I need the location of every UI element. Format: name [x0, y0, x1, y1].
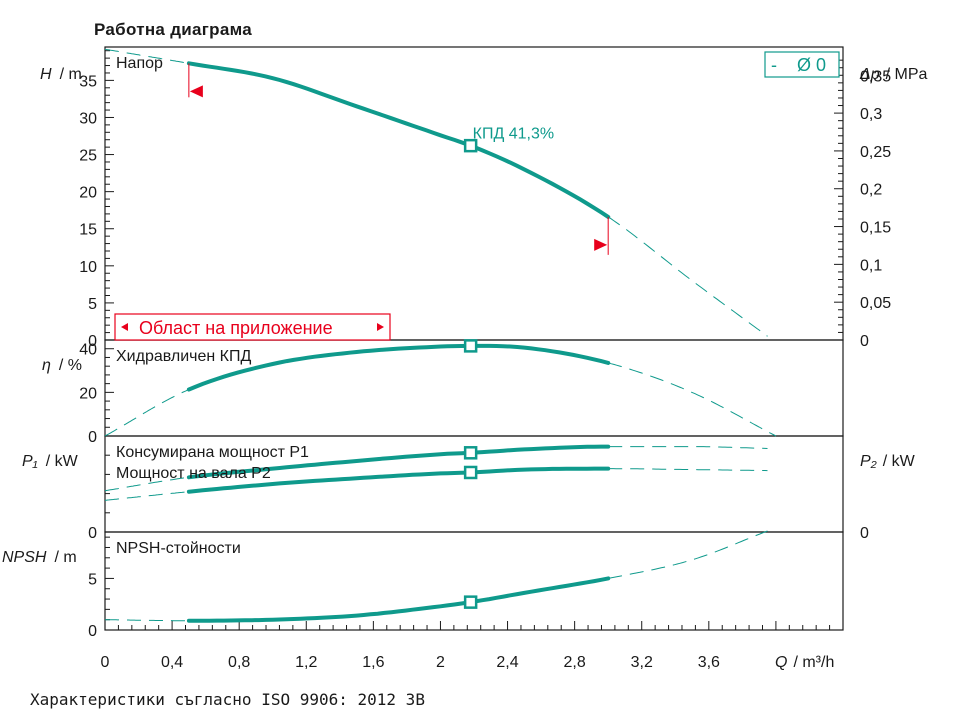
x-tick-label-0: 0: [101, 654, 110, 671]
y-axis-var-efficiency: η: [42, 357, 51, 374]
y-axis-unit-power: / kW: [46, 453, 79, 470]
axis-ticks: [104, 50, 844, 631]
operating-point-power-0: [463, 446, 478, 460]
dashed-curve-right-power-1: [608, 468, 768, 472]
application-range-box: [114, 313, 391, 341]
x-tick-label-9: 3,6: [698, 654, 720, 671]
right-tick-label-head-5: 0,25: [860, 144, 891, 161]
operating-point-power-1: [463, 465, 478, 480]
x-tick-label-4: 1,6: [362, 654, 384, 671]
right-tick-label-head-7: 0,35: [860, 68, 891, 85]
y-axis-label-head: H / m: [40, 66, 82, 83]
dashed-curve-right-npsh-0: [608, 530, 768, 579]
x-tick-label-1: 0,4: [161, 654, 183, 671]
y-axis-unit-efficiency: / %: [59, 357, 82, 374]
y-tick-label-efficiency-2: 40: [79, 342, 97, 359]
y-tick-label-npsh-1: 5: [88, 571, 97, 588]
operating-point-npsh-0: [463, 595, 478, 609]
application-range-label: Област на приложение: [139, 318, 333, 338]
panel-name-head: Напор: [116, 55, 163, 72]
right-tick-label-head-6: 0,3: [860, 106, 882, 123]
marks: [114, 51, 840, 609]
y-tick-label-efficiency-1: 20: [79, 385, 97, 402]
range-end-arrow: [594, 238, 608, 251]
right-axis-unit-power: / kW: [883, 453, 916, 470]
y-tick-label-head-5: 25: [79, 148, 97, 165]
y-tick-label-head-4: 20: [79, 185, 97, 202]
y-tick-label-efficiency-0: 0: [88, 429, 97, 446]
panel-frames: [104, 46, 844, 631]
solid-curve-power-0: [186, 444, 611, 480]
right-tick-label-head-0: 0: [860, 333, 869, 350]
x-axis-unit: / m³/h: [793, 654, 834, 671]
operating-point-label: КПД 41,3%: [473, 126, 554, 143]
panel-name-efficiency: Хидравличен КПД: [116, 348, 251, 365]
y-axis-var-npsh: NPSH: [2, 549, 47, 566]
x-tick-label-2: 0,8: [228, 654, 250, 671]
panel-frame-npsh: [104, 531, 844, 631]
dashed-curve-left-npsh-0: [105, 619, 189, 622]
range-box-left-arrow: [121, 323, 128, 331]
impeller-legend-label: - Ø 0: [771, 55, 826, 75]
x-axis-label: Q / m³/h: [775, 654, 834, 671]
y-axis-label-efficiency: η / %: [42, 357, 82, 374]
y-tick-label-head-0: 0: [88, 333, 97, 350]
y-tick-label-head-1: 5: [88, 296, 97, 313]
panel-frame-head: [104, 46, 844, 341]
y-axis-label-npsh: NPSH / m: [2, 549, 77, 566]
y-tick-label-npsh-0: 0: [88, 623, 97, 640]
solid-curve-efficiency-0: [186, 343, 611, 392]
right-axis-unit-head: / MPa: [886, 66, 928, 83]
dashed-curve-left-power-0: [104, 476, 189, 492]
dashed-curve-left-power-1: [104, 491, 189, 501]
right-tick-label-head-4: 0,2: [860, 182, 882, 199]
operating-point-head-0: [463, 138, 478, 153]
curves: [104, 48, 777, 623]
right-tick-label-head-1: 0,05: [860, 295, 891, 312]
right-axis-var-head: Δp: [859, 66, 880, 83]
range-box-right-arrow: [377, 323, 384, 331]
dashed-curve-left-head-0: [104, 48, 189, 64]
impeller-legend-box: [764, 51, 840, 78]
y-tick-label-head-7: 35: [79, 73, 97, 90]
y-axis-unit-npsh: / m: [54, 549, 76, 566]
y-tick-label-head-6: 30: [79, 110, 97, 127]
y-tick-label-head-2: 10: [79, 259, 97, 276]
right-tick-label-head-3: 0,15: [860, 220, 891, 237]
x-axis-var: Q: [775, 654, 787, 671]
series-name-power-1: Мощност на вала P2: [116, 465, 271, 482]
x-tick-label-8: 3,2: [631, 654, 653, 671]
right-axis-label-head: Δp / MPa: [859, 66, 928, 83]
dashed-curve-left-efficiency-0: [104, 389, 190, 437]
series-name-power-0: Консумирана мощност P1: [116, 444, 309, 461]
y-axis-unit-head: / m: [60, 66, 82, 83]
x-tick-label-6: 2,4: [496, 654, 518, 671]
y-tick-label-power-0: 0: [88, 525, 97, 542]
y-tick-label-head-3: 15: [79, 222, 97, 239]
dashed-curve-right-efficiency-0: [608, 362, 777, 437]
right-axis-label-power: P₂ / kW: [860, 453, 916, 470]
x-tick-label-5: 2: [436, 654, 445, 671]
range-start-arrow: [189, 85, 203, 98]
operating-point-efficiency-0: [463, 339, 478, 353]
solid-curve-npsh-0: [186, 576, 611, 623]
solid-curve-head-0: [186, 61, 611, 219]
x-tick-label-7: 2,8: [564, 654, 586, 671]
y-axis-var-head: H: [40, 66, 52, 83]
right-tick-label-head-2: 0,1: [860, 257, 882, 274]
right-axis-var-power: P₂: [860, 453, 877, 470]
dashed-curve-right-head-0: [607, 216, 768, 337]
y-axis-label-power: P₁ / kW: [22, 453, 79, 470]
right-tick-label-power-0: 0: [860, 525, 869, 542]
footer-note: Характеристики съгласно ISO 9906: 2012 3…: [30, 690, 425, 709]
panel-name-npsh: NPSH-стойности: [116, 540, 241, 557]
y-axis-var-power: P₁: [22, 453, 38, 470]
dashed-curve-right-power-0: [608, 446, 768, 449]
solid-curve-power-1: [186, 466, 611, 494]
x-tick-label-3: 1,2: [295, 654, 317, 671]
page-title: Работна диаграма: [94, 20, 253, 39]
